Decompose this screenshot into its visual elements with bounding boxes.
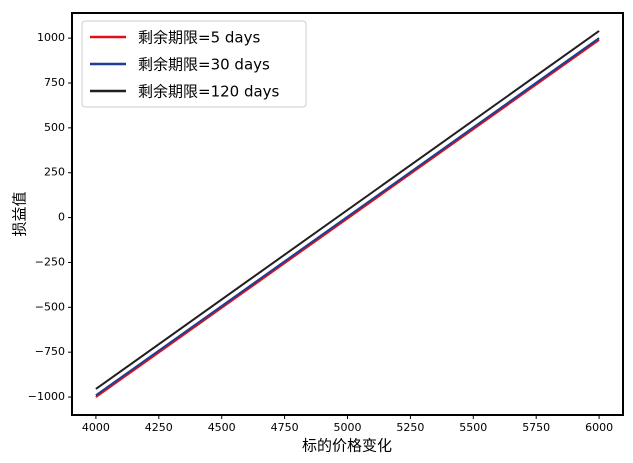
legend-box (81, 20, 307, 108)
y-tick-label: −500 (35, 300, 65, 313)
y-tick-label: 750 (44, 76, 65, 89)
y-tick-label: 500 (44, 121, 65, 134)
x-tick-label: 5250 (396, 421, 424, 434)
series-line (95, 39, 600, 398)
legend-label: 剩余期限=5 days (138, 29, 260, 47)
x-tick-label: 5500 (459, 421, 487, 434)
x-tick-label: 6000 (585, 421, 613, 434)
y-tick-label: 1000 (37, 31, 65, 44)
legend-label: 剩余期限=30 days (138, 56, 270, 74)
x-axis-label: 标的价格变化 (302, 437, 392, 455)
legend-label: 剩余期限=120 days (138, 83, 280, 101)
y-tick-label: −750 (35, 345, 65, 358)
x-tick-label: 4000 (82, 421, 110, 434)
series-line (95, 30, 600, 390)
y-axis-label: 损益值 (11, 191, 29, 236)
x-tick-label: 4500 (208, 421, 236, 434)
plot-frame (71, 12, 624, 416)
y-tick-label: −1000 (28, 390, 65, 403)
y-tick-label: 250 (44, 166, 65, 179)
x-tick-label: 4750 (271, 421, 299, 434)
y-tick-label: −250 (35, 255, 65, 268)
x-tick-label: 5750 (522, 421, 550, 434)
y-tick-label: 0 (58, 211, 65, 224)
series-line (95, 37, 600, 397)
x-tick-label: 4250 (145, 421, 173, 434)
x-tick-label: 5000 (334, 421, 362, 434)
